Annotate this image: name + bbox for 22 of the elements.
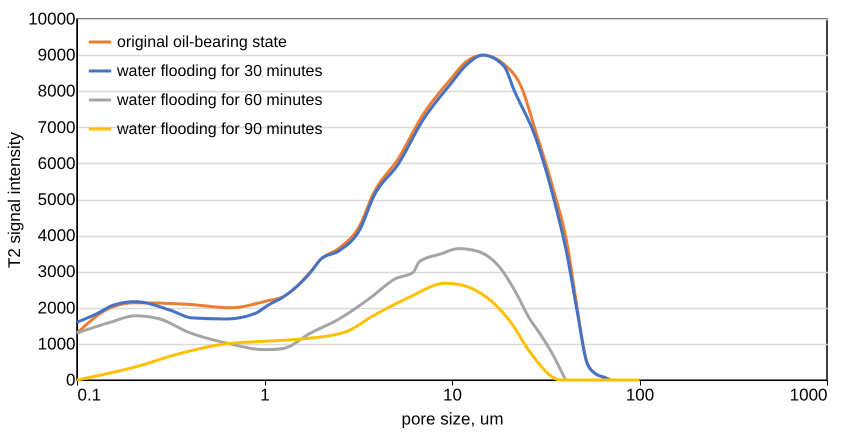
legend-label: water flooding for 30 minutes [116,63,322,80]
x-tick-label: 0.1 [78,386,102,404]
x-axis-title: pore size, um [401,410,504,428]
y-tick-label: 9000 [38,46,76,65]
y-tick-label: 3000 [38,262,76,282]
y-tick-label: 10000 [28,10,76,28]
y-tick-label: 2000 [38,298,76,318]
x-tick-label: 1 [260,386,270,404]
y-tick-label: 6000 [38,154,76,173]
y-tick-label: 7000 [38,118,76,137]
x-tick-label: 10 [443,386,462,404]
y-tick-label: 5000 [38,190,76,209]
legend-label: original oil-bearing state [117,34,287,51]
y-tick-label: 1000 [38,334,76,354]
y-tick-label: 4000 [38,226,76,246]
x-tick-label: 100 [626,386,654,404]
y-tick-label: 0 [66,370,76,390]
legend-label: water flooding for 60 minutes [116,92,322,109]
x-tick-label: 1000 [790,386,828,404]
legend-label: water flooding for 90 minutes [116,121,322,138]
y-axis-title: T2 signal intensity [5,131,24,268]
y-tick-label: 8000 [38,82,76,101]
